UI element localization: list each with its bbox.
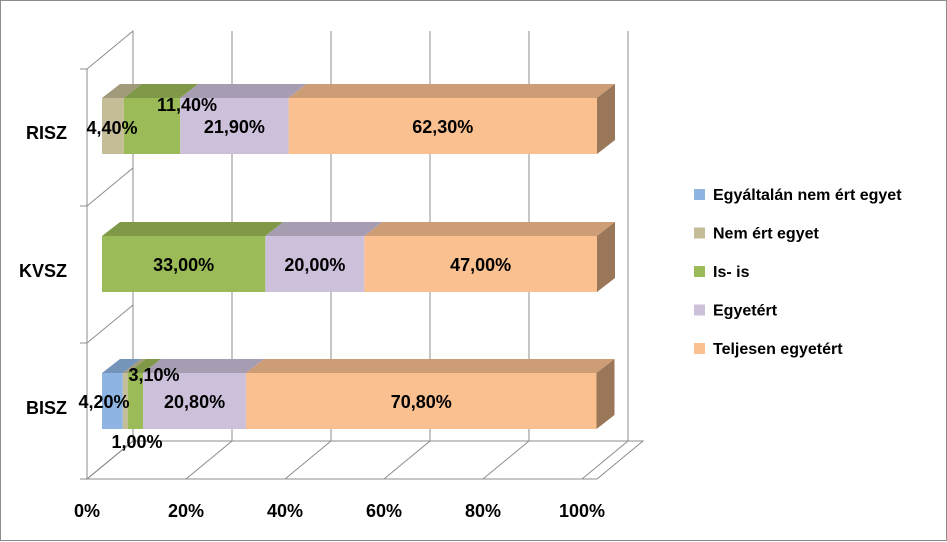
bar-top-KVSZ-2	[102, 222, 284, 236]
bar-BISZ-0	[102, 373, 123, 429]
bar-KVSZ-4	[364, 236, 597, 292]
legend-swatch	[694, 343, 705, 354]
category-labels: BISZ KVSZ RISZ	[19, 123, 67, 418]
data-label-RISZ-2: 11,40%	[157, 95, 217, 115]
data-labels: 4,20% 1,00% 3,10% 20,80% 70,80% 33,00% 20,00% 4…	[78, 95, 511, 452]
bar-side-BISZ	[596, 359, 615, 429]
category-label: RISZ	[26, 123, 67, 143]
bar-KVSZ-3	[265, 236, 365, 292]
category-label: BISZ	[26, 398, 67, 418]
data-label-BISZ-2: 3,10%	[128, 365, 179, 385]
bar-BISZ-3	[143, 373, 247, 429]
bar-top-BISZ-0	[102, 359, 141, 373]
legend: Egyáltalán nem ért egyet Nem ért egyet Is-…	[694, 187, 902, 358]
floor-gridline	[581, 440, 629, 480]
bar-top-BISZ-3	[143, 359, 265, 373]
data-label-KVSZ-2: 33,00%	[153, 255, 214, 275]
bar-top-RISZ-1	[102, 84, 142, 98]
bar-top-RISZ-4	[288, 84, 615, 98]
legend-swatch	[694, 304, 705, 316]
category-label: KVSZ	[19, 261, 67, 281]
legend-swatch	[694, 189, 705, 200]
x-tick-label: 100%	[559, 501, 605, 521]
data-label-BISZ-0: 4,20%	[78, 392, 129, 412]
wall-separator	[86, 167, 134, 207]
bar-RISZ-4	[288, 98, 597, 154]
bar-RISZ-1	[102, 98, 124, 154]
x-tick-label: 40%	[267, 501, 303, 521]
bar-top-BISZ-4	[246, 359, 615, 373]
floor-gridline	[482, 440, 530, 480]
x-tick-label: 20%	[168, 501, 204, 521]
data-label-BISZ-4: 70,80%	[391, 392, 452, 412]
bar-top-BISZ-1	[122, 359, 146, 373]
legend-label: Is- is	[713, 264, 750, 281]
legend-label: Teljesen egyetért	[713, 341, 843, 358]
legend-swatch	[694, 266, 705, 277]
bar-top-KVSZ-4	[364, 222, 615, 236]
legend-label: Nem ért egyet	[713, 226, 819, 243]
bar-KVSZ-2	[102, 236, 266, 292]
data-label-KVSZ-4: 47,00%	[450, 255, 511, 275]
bar-BISZ-4	[246, 373, 597, 429]
bar-top-RISZ-2	[123, 84, 199, 98]
legend-label: Egyetért	[713, 303, 778, 320]
floor-gridline	[86, 440, 134, 480]
data-label-BISZ-3: 20,80%	[164, 392, 225, 412]
bar-BISZ-1	[122, 373, 128, 429]
legend-label: Egyáltalán nem ért egyet	[713, 187, 902, 204]
x-tick-label: 0%	[74, 501, 100, 521]
data-label-BISZ-1: 1,00%	[111, 432, 162, 452]
bar-RISZ-2	[123, 98, 181, 154]
bar-side-RISZ	[597, 84, 615, 154]
x-axis-ticks: 0% 20% 40% 60% 80% 100%	[74, 501, 605, 521]
wall-separator	[86, 304, 134, 344]
data-label-KVSZ-3: 20,00%	[284, 255, 345, 275]
x-tick-label: 80%	[465, 501, 501, 521]
bar-BISZ-2	[127, 373, 144, 429]
floor-gridline	[383, 440, 431, 480]
floor	[85, 440, 645, 480]
data-label-RISZ-4: 62,30%	[412, 117, 473, 137]
floor-gridline	[284, 440, 332, 480]
bar-side-KVSZ	[597, 222, 615, 292]
data-label-RISZ-1: 4,40%	[86, 118, 137, 138]
floor-gridline	[185, 440, 233, 480]
bar-RISZ-3	[180, 98, 289, 154]
bars	[102, 84, 615, 429]
legend-swatch	[694, 227, 705, 239]
bar-top-KVSZ-3	[265, 222, 383, 236]
data-label-RISZ-3: 21,90%	[204, 117, 265, 137]
bar-top-BISZ-2	[127, 359, 162, 373]
bar-top-RISZ-3	[180, 84, 307, 98]
x-tick-label: 60%	[366, 501, 402, 521]
